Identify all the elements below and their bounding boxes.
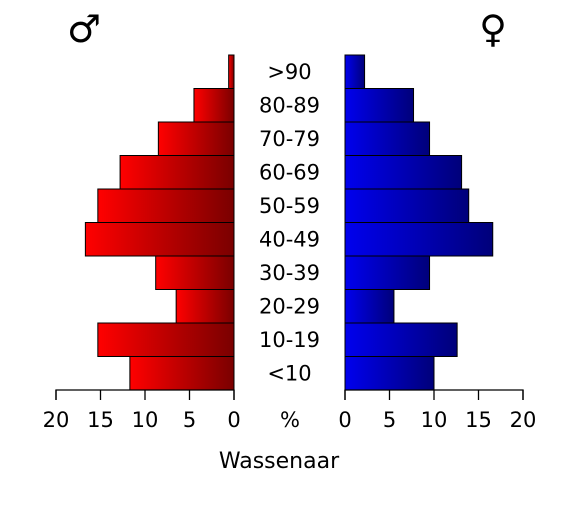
- male-tick-label: 20: [43, 408, 70, 432]
- female-bar: [344, 222, 494, 257]
- female-bar: [344, 155, 463, 190]
- age-group-label: 60-69: [259, 160, 320, 184]
- age-group-label: 30-39: [259, 261, 320, 285]
- male-axis-ticks: 20 15 10 5 0: [43, 390, 241, 432]
- male-bar: [157, 121, 235, 156]
- age-group-label: 80-89: [259, 93, 320, 117]
- male-bar: [129, 356, 235, 391]
- female-axis-ticks: 20 15 10 5 0: [338, 390, 536, 432]
- female-tick-label: 20: [510, 408, 537, 432]
- age-group-label: 70-79: [259, 127, 320, 151]
- male-bar: [119, 155, 235, 190]
- male-bar: [155, 255, 235, 290]
- percent-unit-label: %: [280, 408, 300, 432]
- age-group-label: 50-59: [259, 194, 320, 218]
- female-tick-label: 10: [421, 408, 448, 432]
- female-bar: [344, 54, 366, 89]
- female-symbol-icon: ♀: [479, 7, 507, 51]
- age-group-label: 40-49: [259, 227, 320, 251]
- age-group-label: 20-29: [259, 294, 320, 318]
- male-symbol-icon: ♂: [67, 7, 101, 51]
- age-group-labels: <10 10-19 20-29 30-39 40-49 50-59 60-69 70-79 80…: [259, 60, 320, 386]
- male-bar: [97, 322, 235, 357]
- male-tick-label: 15: [87, 408, 114, 432]
- female-bar: [344, 322, 458, 357]
- female-bar: [344, 88, 415, 123]
- male-bar: [175, 289, 235, 324]
- female-bar: [344, 289, 395, 324]
- chart-title: Wassenaar: [219, 449, 340, 474]
- male-bar: [193, 88, 235, 123]
- male-bar: [97, 188, 235, 223]
- female-tick-label: 5: [383, 408, 396, 432]
- female-bars: [344, 54, 494, 391]
- age-group-label: <10: [267, 361, 311, 385]
- male-bar: [84, 222, 235, 257]
- female-bar: [344, 121, 431, 156]
- age-group-label: >90: [267, 60, 311, 84]
- female-bar: [344, 356, 435, 391]
- male-bars: [84, 54, 235, 391]
- age-group-label: 10-19: [259, 328, 320, 352]
- male-tick-label: 5: [183, 408, 196, 432]
- female-bar: [344, 255, 431, 290]
- male-tick-label: 10: [132, 408, 159, 432]
- male-bar: [228, 54, 235, 89]
- female-bar: [344, 188, 470, 223]
- female-tick-label: 15: [465, 408, 492, 432]
- female-tick-label: 0: [338, 408, 351, 432]
- male-tick-label: 0: [227, 408, 240, 432]
